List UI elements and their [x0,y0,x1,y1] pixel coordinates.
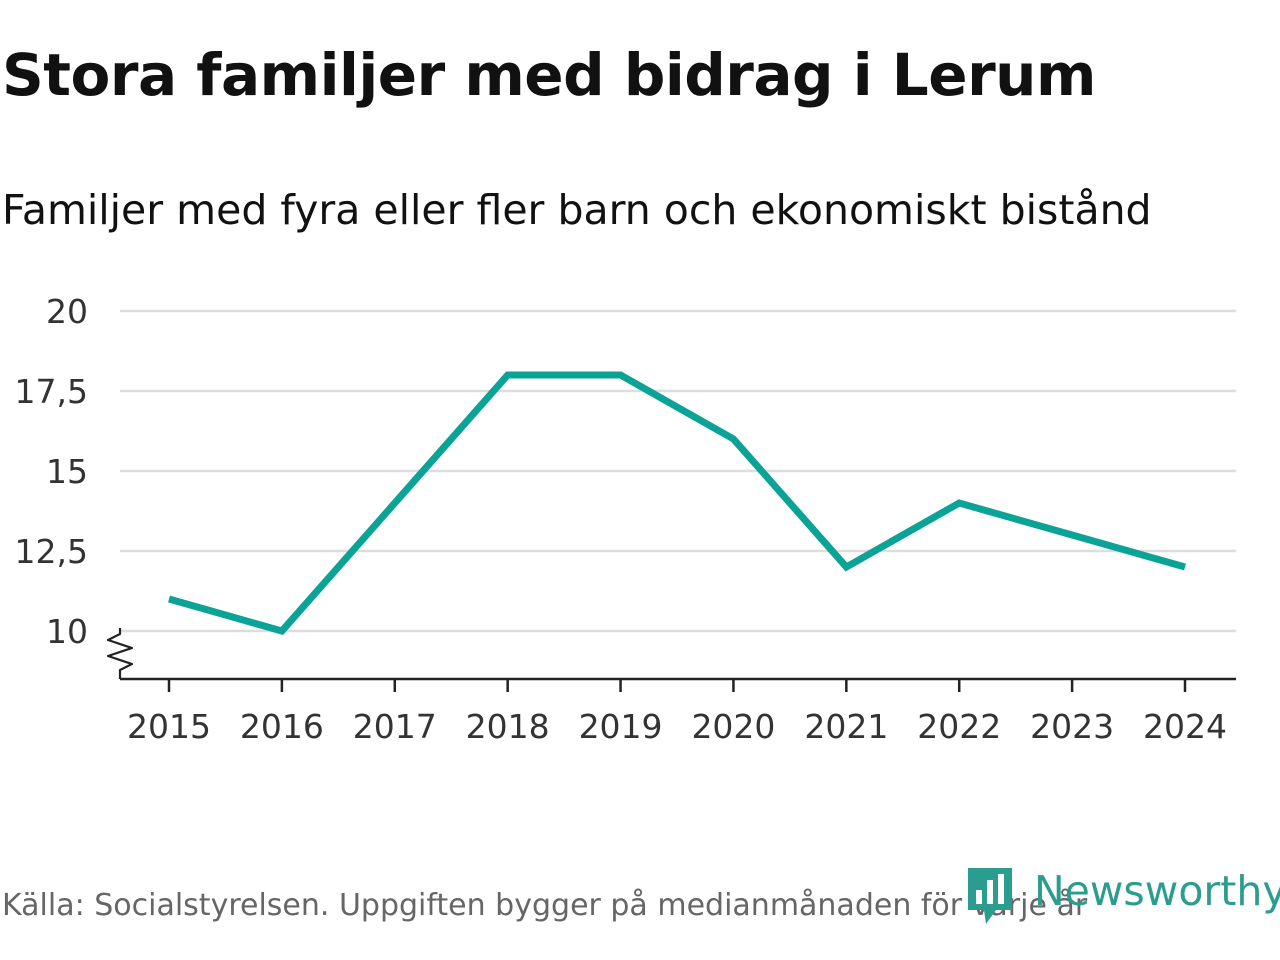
source-note: Källa: Socialstyrelsen. Uppgiften bygger… [2,888,1088,923]
series-layer [166,371,1189,635]
x-axis-labels: 2015 2016 2017 2018 2019 2020 2021 2022 2023 2024 [127,707,1227,746]
x-axis [106,628,1236,692]
x-tick-label: 2015 [127,707,211,746]
chart-title: Stora familjer med bidrag i Lerum [2,41,1096,109]
x-tick-label: 2023 [1030,707,1114,746]
x-tick-label: 2021 [804,707,888,746]
y-tick-label: 10 [46,612,88,651]
x-tick-label: 2022 [917,707,1001,746]
y-axis-labels: 10 12,5 15 17,5 20 [15,292,88,651]
y-tick-label: 20 [46,292,88,331]
chart-subtitle: Familjer med fyra eller fler barn och ek… [2,186,1152,234]
data-point[interactable] [617,372,624,379]
x-tick-label: 2018 [466,707,550,746]
data-point[interactable] [730,436,737,443]
y-tick-label: 15 [46,452,88,491]
data-point[interactable] [504,372,511,379]
gridlines [120,309,1236,633]
x-tick-label: 2019 [579,707,663,746]
series-line [168,371,1186,635]
data-point[interactable] [1182,564,1189,571]
y-tick-label: 12,5 [15,532,88,571]
newsworthy-logo-text: Newsworthy [1034,867,1280,915]
data-point[interactable] [391,500,398,507]
data-point[interactable] [1069,532,1076,539]
x-tick-label: 2016 [240,707,324,746]
newsworthy-logo-icon [968,868,1012,924]
data-point[interactable] [843,564,850,571]
newsworthy-logo[interactable]: Newsworthy [964,864,1280,928]
x-tick-label: 2017 [353,707,437,746]
x-tick-label: 2024 [1143,707,1227,746]
axis-break-marker [106,628,134,679]
data-point[interactable] [278,628,285,635]
data-point[interactable] [166,596,173,603]
x-tick-label: 2020 [691,707,775,746]
data-point[interactable] [956,500,963,507]
y-tick-label: 17,5 [15,372,88,411]
